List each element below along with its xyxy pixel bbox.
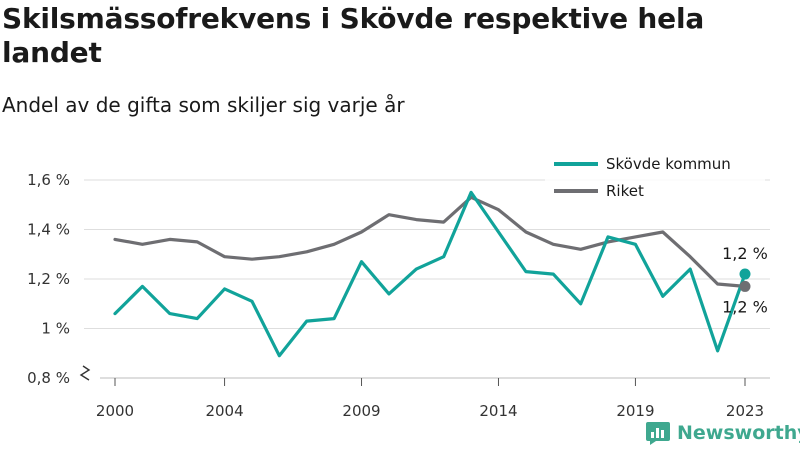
y-tick-label: 0,8 % (27, 369, 70, 387)
brand-logo: Newsworthy (645, 419, 800, 447)
x-tick-label: 2000 (96, 402, 134, 420)
y-axis: 0,8 % 1 % 1,2 % 1,4 % 1,6 % (27, 171, 70, 387)
x-tick-label: 2014 (479, 402, 517, 420)
bar-chart-logo-icon (646, 422, 670, 445)
x-axis: 2000 2004 2009 2014 2019 2023 (96, 378, 764, 420)
y-tick-label: 1,6 % (27, 171, 70, 189)
legend-label-skovde: Skövde kommun (606, 155, 731, 173)
legend-label-riket: Riket (606, 182, 644, 200)
y-tick-label: 1,2 % (27, 270, 70, 288)
x-tick-label: 2023 (726, 402, 764, 420)
end-labels: 1,2 % 1,2 % (722, 244, 768, 316)
end-label-riket: 1,2 % (722, 297, 768, 316)
end-marker-skovde (739, 268, 751, 280)
axis-break-icon (78, 365, 100, 381)
end-marker-riket (739, 280, 751, 292)
x-tick-label: 2019 (616, 402, 654, 420)
series-line-skovde (113, 190, 747, 358)
x-tick-label: 2009 (342, 402, 380, 420)
x-tick-label: 2004 (205, 402, 243, 420)
y-tick-label: 1 % (41, 320, 70, 338)
legend: Skövde kommun Riket (545, 150, 765, 208)
brand-name: Newsworthy (677, 422, 800, 444)
grid-lines (84, 179, 770, 379)
series-line-riket (113, 195, 747, 288)
end-label-skovde: 1,2 % (722, 244, 768, 263)
y-tick-label: 1,4 % (27, 221, 70, 239)
chart-title: Skilsmässofrekvens i Skövde respektive h… (2, 2, 705, 69)
chart-subtitle: Andel av de gifta som skiljer sig varje … (2, 93, 405, 117)
series-lines (113, 190, 747, 358)
end-markers (739, 268, 751, 292)
